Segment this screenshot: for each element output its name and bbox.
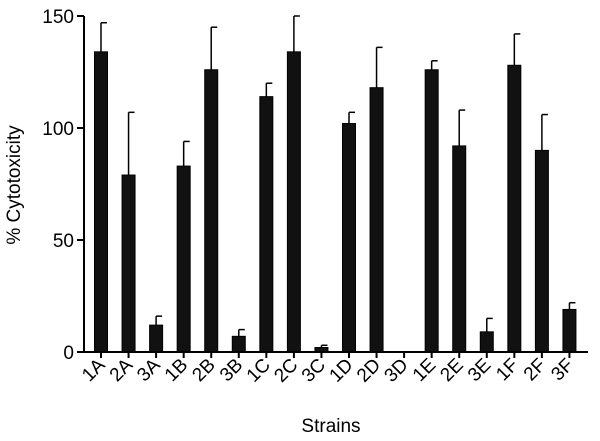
y-tick-label: 100: [42, 119, 74, 140]
y-axis-title: % Cytotoxicity: [4, 125, 25, 245]
bar-1C: [259, 96, 274, 353]
x-tick-label: 1D: [326, 355, 358, 387]
x-tick-label: 1E: [409, 355, 440, 386]
bar-1F: [507, 64, 522, 353]
bar-2F: [534, 149, 549, 353]
bar-1E: [424, 69, 439, 353]
x-tick-label: 3B: [216, 355, 247, 386]
x-tick-label: 2B: [188, 355, 219, 386]
bar-3F: [562, 308, 577, 353]
x-tick-label: 3F: [547, 355, 578, 386]
x-tick-label: 1C: [243, 355, 275, 387]
x-tick-label: 2F: [520, 355, 551, 386]
x-tick-label: 1A: [78, 354, 110, 386]
bar-2B: [204, 69, 219, 353]
y-axis: 0 50 100 150: [42, 7, 85, 364]
x-tick-label: 3A: [133, 354, 165, 386]
x-tick-label: 3C: [298, 355, 330, 387]
x-tick-label: 2C: [270, 355, 302, 387]
x-tick-label: 2E: [436, 355, 467, 386]
bar-series: [94, 15, 577, 353]
bar-1D: [342, 123, 356, 353]
x-tick-label: 2A: [106, 354, 138, 386]
bar-2D: [369, 87, 384, 353]
x-axis-title: Strains: [301, 416, 360, 437]
bar-1B: [176, 165, 191, 353]
x-tick-label: 1F: [492, 355, 523, 386]
bar-1A: [94, 51, 108, 353]
bar-2E: [452, 145, 467, 353]
bar-3B: [231, 335, 246, 353]
bar-2C: [286, 51, 301, 353]
y-tick-label: 0: [63, 343, 74, 364]
x-tick-label: 1B: [161, 355, 192, 386]
bar-3E: [479, 331, 494, 353]
bar-2A: [121, 174, 136, 353]
x-tick-label: 2D: [353, 355, 385, 387]
x-tick-label: 3E: [464, 355, 495, 386]
y-tick-label: 150: [42, 7, 74, 28]
y-tick-label: 50: [53, 231, 74, 252]
x-tick-label: 3D: [381, 355, 413, 387]
bar-3A: [149, 324, 164, 353]
